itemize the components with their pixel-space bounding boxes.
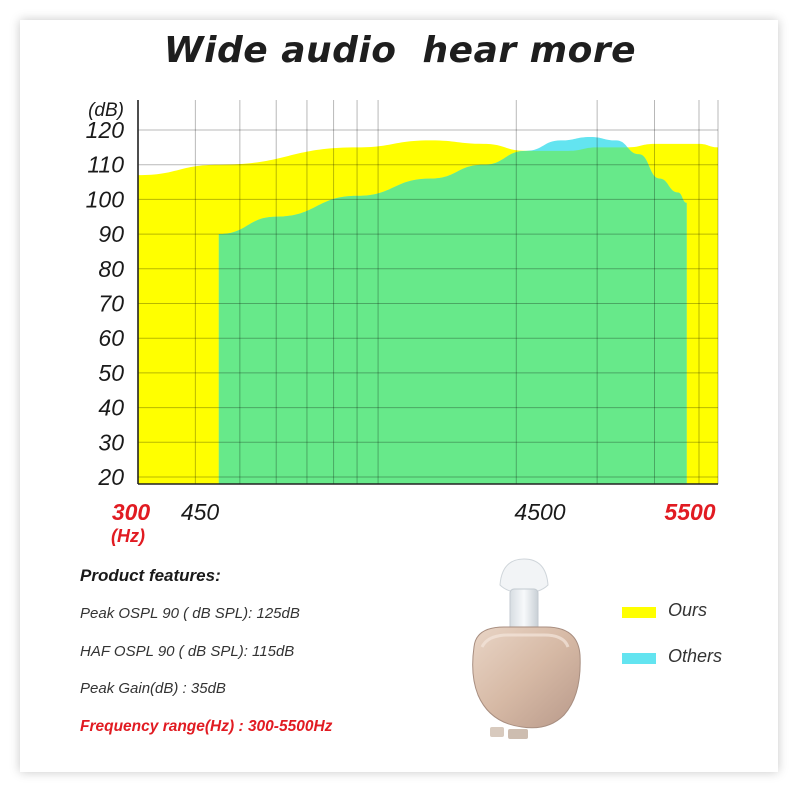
legend-item-others: Others <box>622 646 782 670</box>
y-tick-label-60: 60 <box>98 325 124 351</box>
y-tick-label-100: 100 <box>86 186 125 212</box>
series-layer <box>138 136 718 484</box>
legend-label-ours: Ours <box>668 600 708 620</box>
hearing-aid-image <box>472 558 581 739</box>
frequency-response-chart: 20 30 40 50 60 70 80 90 100 110 120(dB) 300 450 4500 5… <box>86 100 719 546</box>
series-overlap-area <box>218 140 687 484</box>
legend-swatch-ours <box>622 607 656 618</box>
features-heading: Product features: <box>80 566 221 585</box>
x-tick-label-450: 450 <box>181 499 220 525</box>
legend-item-ours: Ours <box>622 600 782 624</box>
y-tick-label-80: 80 <box>98 256 124 282</box>
x-axis-unit-label: (Hz) <box>111 526 145 546</box>
y-tick-label-20: 20 <box>97 464 124 490</box>
feature-haf-ospl: HAF OSPL 90 ( dB SPL): 115dB <box>80 642 295 660</box>
product-features: Product features: Peak OSPL 90 ( dB SPL)… <box>80 566 480 737</box>
grid-layer <box>137 100 719 485</box>
y-tick-label-50: 50 <box>98 360 124 386</box>
x-tick-label-300: 300 <box>112 499 151 525</box>
chart-title: Wide audio hear more <box>163 30 637 71</box>
y-tick-label-110: 110 <box>87 152 124 178</box>
x-tick-label-4500: 4500 <box>514 499 565 525</box>
y-tick-label-30: 30 <box>98 429 124 455</box>
legend-swatch-others <box>622 653 656 664</box>
x-tick-label-5500: 5500 <box>664 499 715 525</box>
y-tick-label-120: 120 <box>86 117 125 143</box>
feature-peak-gain: Peak Gain(dB) : 35dB <box>80 680 226 697</box>
y-axis-unit-label: (dB) <box>88 100 124 121</box>
axis-text-layer: 20 30 40 50 60 70 80 90 100 110 120(dB) 300 450 4500 5… <box>86 100 716 546</box>
y-tick-label-40: 40 <box>98 395 124 421</box>
y-tick-label-70: 70 <box>98 291 124 317</box>
feature-frequency-range: Frequency range(Hz) : 300-5500Hz <box>80 717 333 735</box>
legend-label-others: Others <box>668 646 723 666</box>
feature-peak-ospl: Peak OSPL 90 ( dB SPL): 125dB <box>80 605 300 622</box>
y-tick-label-90: 90 <box>98 221 124 247</box>
